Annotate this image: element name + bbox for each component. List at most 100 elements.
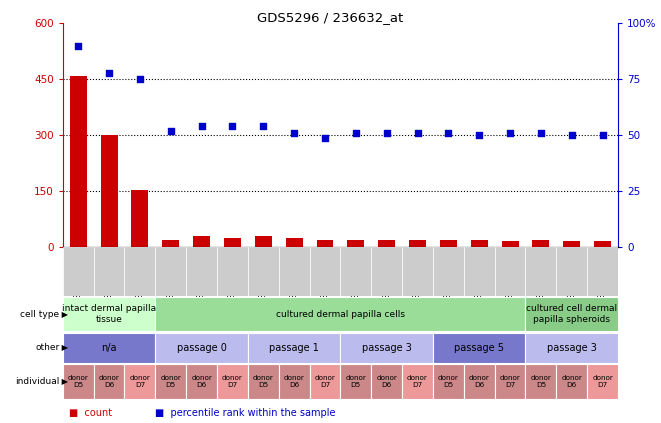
Bar xyxy=(248,247,279,296)
Point xyxy=(165,127,176,134)
Bar xyxy=(224,238,241,247)
Point xyxy=(258,123,268,130)
Bar xyxy=(217,247,248,296)
Bar xyxy=(193,236,210,247)
Bar xyxy=(248,332,340,363)
Bar xyxy=(340,332,433,363)
Bar xyxy=(309,365,340,399)
Bar xyxy=(557,247,587,296)
Bar xyxy=(587,365,618,399)
Text: GDS5296 / 236632_at: GDS5296 / 236632_at xyxy=(257,11,404,24)
Point xyxy=(505,130,516,137)
Text: donor
D5: donor D5 xyxy=(346,375,366,388)
Text: donor
D7: donor D7 xyxy=(222,375,243,388)
Point xyxy=(381,130,392,137)
Text: donor
D6: donor D6 xyxy=(469,375,490,388)
Bar xyxy=(186,365,217,399)
Text: cultured dermal papilla cells: cultured dermal papilla cells xyxy=(276,310,405,319)
Text: ▶: ▶ xyxy=(59,343,69,352)
Text: individual: individual xyxy=(15,377,59,386)
Text: cultured cell dermal
papilla spheroids: cultured cell dermal papilla spheroids xyxy=(526,305,617,324)
Bar xyxy=(63,332,155,363)
Bar xyxy=(155,247,186,296)
Text: donor
D6: donor D6 xyxy=(98,375,120,388)
Bar xyxy=(494,365,525,399)
Bar xyxy=(371,247,402,296)
Bar xyxy=(217,365,248,399)
Bar xyxy=(286,238,303,247)
Point xyxy=(320,134,330,141)
Bar xyxy=(402,365,433,399)
Text: passage 3: passage 3 xyxy=(547,343,597,353)
Bar xyxy=(309,247,340,296)
Text: donor
D7: donor D7 xyxy=(130,375,150,388)
Bar xyxy=(94,247,124,296)
Point xyxy=(135,76,145,83)
Bar xyxy=(94,365,124,399)
Bar xyxy=(63,297,155,331)
Text: donor
D6: donor D6 xyxy=(376,375,397,388)
Bar xyxy=(525,297,618,331)
Bar xyxy=(63,365,94,399)
Bar xyxy=(63,247,94,296)
Text: other: other xyxy=(35,343,59,352)
Text: donor
D7: donor D7 xyxy=(407,375,428,388)
Text: ▶: ▶ xyxy=(59,310,69,319)
Bar xyxy=(340,247,371,296)
Bar xyxy=(155,332,248,363)
Bar xyxy=(440,240,457,247)
Point xyxy=(73,42,83,49)
Bar xyxy=(464,247,494,296)
Text: donor
D7: donor D7 xyxy=(592,375,613,388)
Bar xyxy=(155,365,186,399)
Bar xyxy=(557,365,587,399)
Bar xyxy=(279,247,309,296)
Bar xyxy=(433,332,525,363)
Bar xyxy=(471,240,488,247)
Bar xyxy=(433,247,464,296)
Text: n/a: n/a xyxy=(101,343,117,353)
Bar xyxy=(155,297,525,331)
Text: passage 5: passage 5 xyxy=(454,343,504,353)
Text: donor
D6: donor D6 xyxy=(191,375,212,388)
Text: ■  percentile rank within the sample: ■ percentile rank within the sample xyxy=(155,407,336,418)
Point xyxy=(535,130,546,137)
Bar xyxy=(186,247,217,296)
Bar xyxy=(371,365,402,399)
Bar xyxy=(594,241,611,247)
Text: donor
D5: donor D5 xyxy=(253,375,274,388)
Bar xyxy=(494,247,525,296)
Bar xyxy=(132,190,148,247)
Bar xyxy=(409,240,426,247)
Text: donor
D7: donor D7 xyxy=(500,375,520,388)
Bar xyxy=(163,240,179,247)
Text: donor
D5: donor D5 xyxy=(68,375,89,388)
Point xyxy=(196,123,207,130)
Bar xyxy=(340,365,371,399)
Text: passage 3: passage 3 xyxy=(362,343,412,353)
Text: donor
D5: donor D5 xyxy=(438,375,459,388)
Bar xyxy=(70,76,87,247)
Text: donor
D7: donor D7 xyxy=(315,375,335,388)
Point xyxy=(350,130,361,137)
Bar xyxy=(100,135,118,247)
Text: donor
D6: donor D6 xyxy=(561,375,582,388)
Text: cell type: cell type xyxy=(20,310,59,319)
Point xyxy=(443,130,453,137)
Bar xyxy=(317,240,334,247)
Point xyxy=(289,130,299,137)
Bar xyxy=(525,365,557,399)
Bar xyxy=(533,240,549,247)
Text: donor
D5: donor D5 xyxy=(531,375,551,388)
Text: ■  count: ■ count xyxy=(69,407,112,418)
Bar xyxy=(563,241,580,247)
Point xyxy=(474,132,485,139)
Point xyxy=(412,130,423,137)
Bar xyxy=(525,332,618,363)
Bar xyxy=(348,240,364,247)
Bar xyxy=(378,240,395,247)
Bar xyxy=(525,247,557,296)
Bar xyxy=(124,365,155,399)
Bar xyxy=(279,365,309,399)
Point xyxy=(598,132,608,139)
